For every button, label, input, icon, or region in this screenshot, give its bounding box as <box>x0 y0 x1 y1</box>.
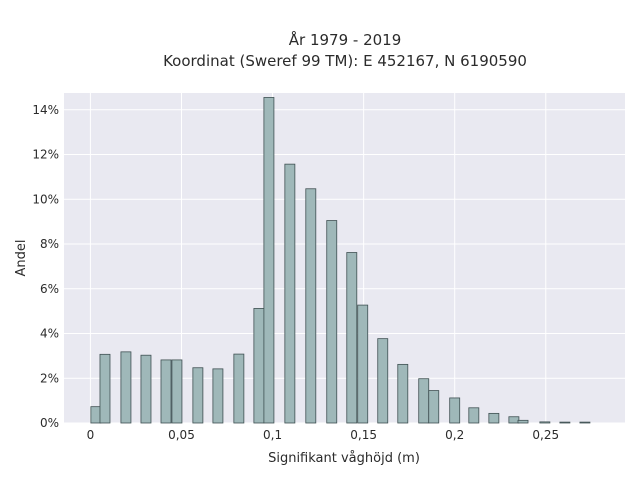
plot-area <box>64 93 625 423</box>
histogram-bar <box>326 220 338 424</box>
histogram-bar <box>212 368 224 424</box>
histogram-bar <box>418 378 430 424</box>
y-tick-label: 4% <box>40 327 59 341</box>
histogram-bar <box>253 308 265 424</box>
x-tick-label: 0,15 <box>350 428 377 442</box>
histogram-bar <box>233 353 245 424</box>
x-tick-label: 0,1 <box>263 428 282 442</box>
histogram-bar <box>468 407 480 424</box>
histogram-bar <box>160 359 172 424</box>
histogram-bar <box>377 338 389 424</box>
x-tick-label: 0,05 <box>168 428 195 442</box>
histogram-bar <box>140 354 152 424</box>
y-tick-labels: 0% 2% 4% 6% 8% 10% 12% 14% <box>32 103 59 430</box>
histogram-bar <box>284 163 296 424</box>
histogram-bar <box>305 188 317 424</box>
y-tick-label: 0% <box>40 416 59 430</box>
y-gridlines <box>64 109 625 424</box>
histogram-bar <box>90 406 102 424</box>
histogram-bar <box>449 397 461 424</box>
histogram-bar <box>171 359 183 424</box>
histogram-bar <box>120 351 132 424</box>
y-axis-label: Andel <box>14 240 29 277</box>
y-tick-label: 6% <box>40 282 59 296</box>
x-tick-label: 0,25 <box>532 428 559 442</box>
histogram-bar <box>357 304 369 424</box>
histogram-bar <box>517 419 529 424</box>
chart-subtitle: Koordinat (Sweref 99 TM): E 452167, N 61… <box>163 52 527 70</box>
histogram-bar <box>99 353 111 424</box>
histogram-bar <box>192 367 204 424</box>
bars <box>90 97 591 424</box>
histogram-bar <box>508 416 520 424</box>
histogram-bar <box>263 97 275 424</box>
histogram-bar <box>488 412 500 424</box>
x-tick-label: 0,2 <box>445 428 464 442</box>
histogram-bar <box>397 363 409 424</box>
x-axis-label: Signifikant våghöjd (m) <box>268 451 420 466</box>
y-tick-label: 2% <box>40 371 59 385</box>
y-tick-label: 12% <box>32 148 59 162</box>
histogram-bar <box>539 421 551 424</box>
histogram-bar <box>559 421 571 424</box>
x-tick-labels: 0 0,05 0,1 0,15 0,2 0,25 <box>87 428 560 442</box>
y-tick-label: 14% <box>32 103 59 117</box>
histogram-bar <box>428 390 440 424</box>
x-tick-label: 0 <box>87 428 95 442</box>
histogram-bar <box>579 421 591 424</box>
y-tick-label: 8% <box>40 237 59 251</box>
histogram-bar <box>346 252 358 424</box>
chart-title: År 1979 - 2019 <box>289 30 402 49</box>
y-tick-label: 10% <box>32 192 59 206</box>
